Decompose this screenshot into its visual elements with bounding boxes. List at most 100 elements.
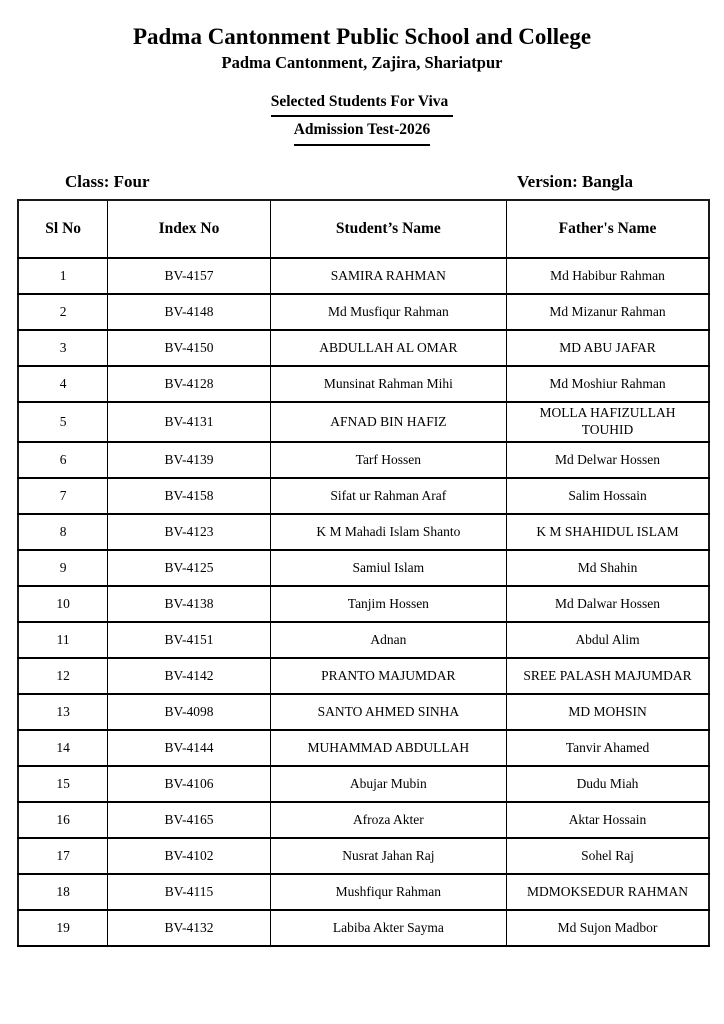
cell-student-name: SANTO AHMED SINHA bbox=[269, 692, 508, 731]
class-version-row: Class: Four Version: Bangla bbox=[17, 172, 710, 192]
table-row: 17 BV-4102 Nusrat Jahan Raj Sohel Raj bbox=[17, 836, 710, 875]
cell-father-name: Md Shahin bbox=[506, 548, 710, 587]
cell-student-name: Mushfiqur Rahman bbox=[269, 872, 508, 911]
cell-student-name: Samiul Islam bbox=[269, 548, 508, 587]
cell-student-name: Nusrat Jahan Raj bbox=[269, 836, 508, 875]
cell-index-no: BV-4102 bbox=[107, 836, 271, 875]
class-label: Class: Four bbox=[65, 172, 150, 192]
table-row: 1 BV-4157 SAMIRA RAHMAN Md Habibur Rahman bbox=[17, 257, 710, 296]
column-header-sl-no: Sl No bbox=[17, 200, 109, 260]
column-header-father-name: Father's Name bbox=[506, 200, 710, 260]
cell-father-name: Tanvir Ahamed bbox=[506, 728, 710, 767]
cell-index-no: BV-4139 bbox=[107, 440, 271, 479]
cell-index-no: BV-4142 bbox=[107, 656, 271, 695]
cell-index-no: BV-4125 bbox=[107, 548, 271, 587]
cell-sl: 1 bbox=[17, 257, 109, 296]
cell-sl: 15 bbox=[17, 764, 109, 803]
page-title: Padma Cantonment Public School and Colle… bbox=[132, 24, 592, 49]
table-row: 18 BV-4115 Mushfiqur Rahman MDMOKSEDUR RAHM… bbox=[17, 872, 710, 911]
cell-index-no: BV-4158 bbox=[107, 476, 271, 515]
cell-father-name: Dudu Miah bbox=[506, 764, 710, 803]
table-row: 13 BV-4098 SANTO AHMED SINHA MD MOHSIN bbox=[17, 692, 710, 731]
cell-index-no: BV-4165 bbox=[107, 800, 271, 839]
version-label: Version: Bangla bbox=[516, 172, 633, 192]
cell-student-name: ABDULLAH AL OMAR bbox=[269, 329, 508, 368]
cell-father-name: Abdul Alim bbox=[506, 620, 710, 659]
table-row: 7 BV-4158 Sifat ur Rahman Araf Salim Hossai… bbox=[17, 476, 710, 515]
table-row: 6 BV-4139 Tarf Hossen Md Delwar Hossen bbox=[17, 440, 710, 479]
cell-student-name: Afroza Akter bbox=[269, 800, 508, 839]
table-row: 3 BV-4150 ABDULLAH AL OMAR MD ABU JAFAR bbox=[17, 329, 710, 368]
table-row: 2 BV-4148 Md Musfiqur Rahman Md Mizanur Rah… bbox=[17, 293, 710, 332]
cell-index-no: BV-4106 bbox=[107, 764, 271, 803]
table-row: 8 BV-4123 K M Mahadi Islam Shanto K M SHAHI… bbox=[17, 512, 710, 551]
cell-father-name: Md Dalwar Hossen bbox=[506, 584, 710, 623]
table-header-row: Sl No Index No Student’s Name Father's N… bbox=[17, 200, 710, 260]
cell-index-no: BV-4144 bbox=[107, 728, 271, 767]
cell-index-no: BV-4150 bbox=[107, 329, 271, 368]
cell-father-name: MDMOKSEDUR RAHMAN bbox=[506, 872, 710, 911]
column-header-student-name: Student’s Name bbox=[269, 200, 508, 260]
cell-sl: 10 bbox=[17, 584, 109, 623]
cell-father-name: Salim Hossain bbox=[506, 476, 710, 515]
table-header: Sl No Index No Student’s Name Father's N… bbox=[17, 200, 710, 260]
students-table: Sl No Index No Student’s Name Father's N… bbox=[17, 199, 710, 947]
cell-student-name: Labiba Akter Sayma bbox=[269, 908, 508, 947]
table-row: 4 BV-4128 Munsinat Rahman Mihi Md Moshiur R… bbox=[17, 365, 710, 404]
table-row: 12 BV-4142 PRANTO MAJUMDAR SREE PALASH MAJU… bbox=[17, 656, 710, 695]
cell-sl: 9 bbox=[17, 548, 109, 587]
cell-student-name: Adnan bbox=[269, 620, 508, 659]
cell-father-name: Md Habibur Rahman bbox=[506, 257, 710, 296]
cell-father-name: Md Sujon Madbor bbox=[506, 908, 710, 947]
cell-student-name: Tarf Hossen bbox=[269, 440, 508, 479]
cell-father-name: SREE PALASH MAJUMDAR bbox=[506, 656, 710, 695]
cell-sl: 2 bbox=[17, 293, 109, 332]
cell-sl: 6 bbox=[17, 440, 109, 479]
cell-father-name: MD MOHSIN bbox=[506, 692, 710, 731]
cell-index-no: BV-4132 bbox=[107, 908, 271, 947]
cell-father-name: Sohel Raj bbox=[506, 836, 710, 875]
cell-sl: 13 bbox=[17, 692, 109, 731]
cell-student-name: AFNAD BIN HAFIZ bbox=[269, 401, 508, 443]
table-row: 10 BV-4138 Tanjim Hossen Md Dalwar Hossen bbox=[17, 584, 710, 623]
notice-line-1: Selected Students For Viva bbox=[270, 90, 454, 118]
cell-sl: 14 bbox=[17, 728, 109, 767]
cell-student-name: Abujar Mubin bbox=[269, 764, 508, 803]
cell-sl: 17 bbox=[17, 836, 109, 875]
table-row: 5 BV-4131 AFNAD BIN HAFIZ MOLLA HAFIZULLAH … bbox=[17, 401, 710, 443]
cell-index-no: BV-4098 bbox=[107, 692, 271, 731]
cell-father-name: K M SHAHIDUL ISLAM bbox=[506, 512, 710, 551]
cell-sl: 16 bbox=[17, 800, 109, 839]
cell-index-no: BV-4115 bbox=[107, 872, 271, 911]
school-address: Padma Cantonment, Zajira, Shariatpur bbox=[221, 52, 503, 72]
cell-father-name: Md Delwar Hossen bbox=[506, 440, 710, 479]
cell-sl: 19 bbox=[17, 908, 109, 947]
cell-sl: 12 bbox=[17, 656, 109, 695]
cell-index-no: BV-4157 bbox=[107, 257, 271, 296]
cell-sl: 8 bbox=[17, 512, 109, 551]
table-row: 14 BV-4144 MUHAMMAD ABDULLAH Tanvir Ahamed bbox=[17, 728, 710, 767]
cell-student-name: SAMIRA RAHMAN bbox=[269, 257, 508, 296]
cell-student-name: PRANTO MAJUMDAR bbox=[269, 656, 508, 695]
cell-index-no: BV-4151 bbox=[107, 620, 271, 659]
table-row: 15 BV-4106 Abujar Mubin Dudu Miah bbox=[17, 764, 710, 803]
cell-student-name: Md Musfiqur Rahman bbox=[269, 293, 508, 332]
cell-sl: 7 bbox=[17, 476, 109, 515]
cell-student-name: K M Mahadi Islam Shanto bbox=[269, 512, 508, 551]
cell-index-no: BV-4123 bbox=[107, 512, 271, 551]
cell-index-no: BV-4131 bbox=[107, 401, 271, 443]
cell-father-name: MD ABU JAFAR bbox=[506, 329, 710, 368]
notice-line-2: Admission Test-2026 bbox=[293, 118, 431, 147]
table-row: 19 BV-4132 Labiba Akter Sayma Md Sujon Madb… bbox=[17, 908, 710, 947]
cell-index-no: BV-4148 bbox=[107, 293, 271, 332]
cell-father-name: MOLLA HAFIZULLAH TOUHID bbox=[506, 401, 710, 443]
table-body: 1 BV-4157 SAMIRA RAHMAN Md Habibur Rahman 2 B… bbox=[17, 257, 710, 947]
cell-student-name: MUHAMMAD ABDULLAH bbox=[269, 728, 508, 767]
cell-father-name: Md Moshiur Rahman bbox=[506, 365, 710, 404]
cell-sl: 18 bbox=[17, 872, 109, 911]
cell-student-name: Sifat ur Rahman Araf bbox=[269, 476, 508, 515]
table-row: 9 BV-4125 Samiul Islam Md Shahin bbox=[17, 548, 710, 587]
cell-index-no: BV-4128 bbox=[107, 365, 271, 404]
cell-sl: 4 bbox=[17, 365, 109, 404]
